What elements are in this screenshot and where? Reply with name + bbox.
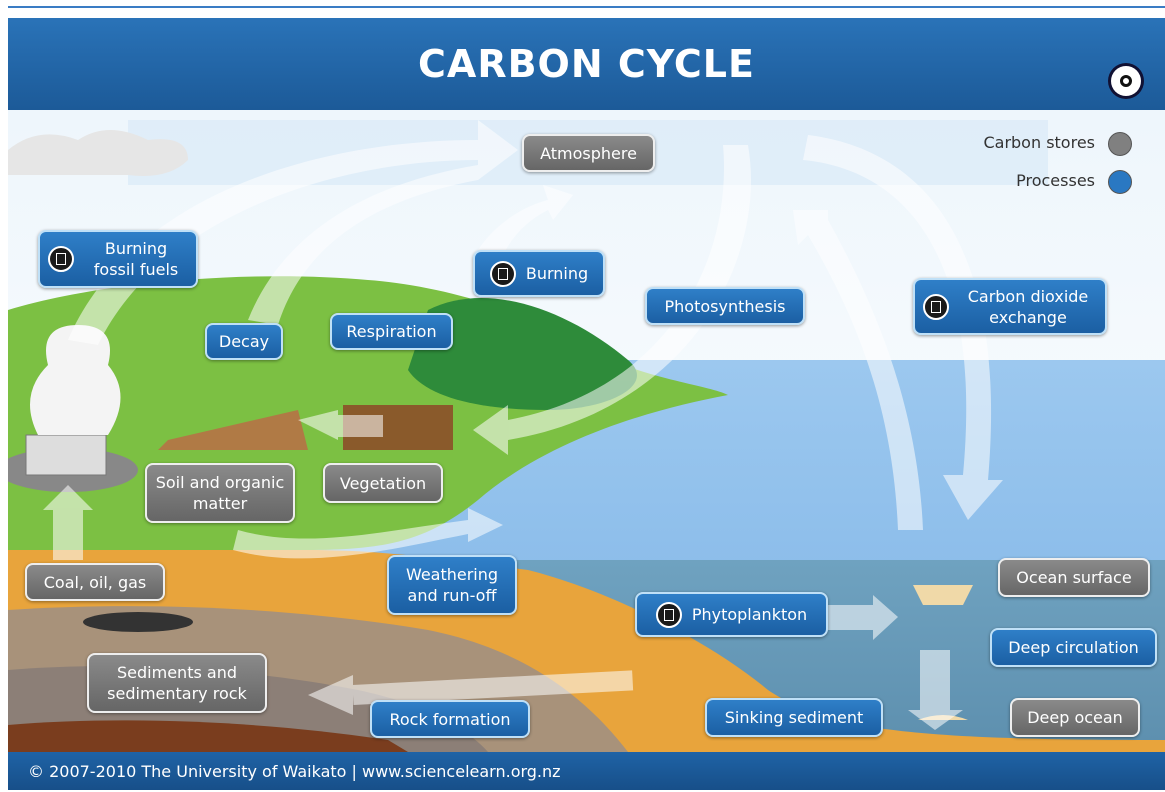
- process-label: Respiration: [346, 321, 436, 342]
- video-icon: [656, 602, 682, 628]
- footer: © 2007-2010 The University of Waikato | …: [8, 752, 1165, 790]
- process[interactable]: Sinking sediment: [705, 698, 883, 737]
- carbon-store[interactable]: Atmosphere: [522, 134, 655, 172]
- process-label: Photosynthesis: [665, 296, 786, 317]
- store-label: Coal, oil, gas: [44, 572, 147, 593]
- process-label: Decay: [219, 331, 269, 352]
- process-label: Phytoplankton: [692, 604, 807, 625]
- store-label: Ocean surface: [1016, 567, 1131, 588]
- carbon-store[interactable]: Deep ocean: [1010, 698, 1140, 737]
- process-label: Carbon dioxide exchange: [959, 286, 1097, 328]
- carbon-store[interactable]: Soil and organic matter: [145, 463, 295, 523]
- carbon-store[interactable]: Ocean surface: [998, 558, 1150, 597]
- process-label: Burning fossil fuels: [84, 238, 188, 280]
- factory: [26, 435, 106, 475]
- store-label: Soil and organic matter: [155, 472, 285, 514]
- process[interactable]: Weathering and run-off: [387, 555, 517, 615]
- process[interactable]: Burning fossil fuels: [38, 230, 198, 288]
- store-label: Atmosphere: [540, 143, 637, 164]
- legend-label: Processes: [920, 171, 1095, 190]
- process-label: Rock formation: [389, 709, 510, 730]
- store-label: Vegetation: [340, 473, 426, 494]
- header: CARBON CYCLE: [8, 18, 1165, 110]
- title: CARBON CYCLE: [8, 42, 1165, 86]
- process[interactable]: Photosynthesis: [645, 287, 805, 325]
- carbon-cycle-app: CARBON CYCLE: [0, 0, 1165, 790]
- coal-deposit: [83, 612, 193, 632]
- store-label: Deep ocean: [1027, 707, 1123, 728]
- top-rule: [8, 6, 1165, 8]
- video-icon: [923, 294, 949, 320]
- process[interactable]: Decay: [205, 323, 283, 360]
- video-icon: [490, 261, 516, 287]
- process[interactable]: Respiration: [330, 313, 453, 350]
- legend-label: Carbon stores: [920, 133, 1095, 152]
- legend-swatch: [1108, 170, 1132, 194]
- info-button[interactable]: [1111, 66, 1141, 96]
- process-label: Weathering and run-off: [397, 564, 507, 606]
- process-label: Sinking sediment: [725, 707, 863, 728]
- process[interactable]: Carbon dioxide exchange: [913, 278, 1107, 335]
- carbon-store[interactable]: Coal, oil, gas: [25, 563, 165, 601]
- store-label: Sediments and sedimentary rock: [97, 662, 257, 704]
- copyright: © 2007-2010 The University of Waikato | …: [28, 762, 561, 781]
- process[interactable]: Deep circulation: [990, 628, 1157, 667]
- carbon-store[interactable]: Sediments and sedimentary rock: [87, 653, 267, 713]
- process-label: Burning: [526, 263, 588, 284]
- carbon-store[interactable]: Vegetation: [323, 463, 443, 503]
- process[interactable]: Rock formation: [370, 700, 530, 738]
- process[interactable]: Burning: [473, 250, 605, 297]
- legend-swatch: [1108, 132, 1132, 156]
- video-icon: [48, 246, 74, 272]
- process-label: Deep circulation: [1008, 637, 1139, 658]
- process[interactable]: Phytoplankton: [635, 592, 828, 637]
